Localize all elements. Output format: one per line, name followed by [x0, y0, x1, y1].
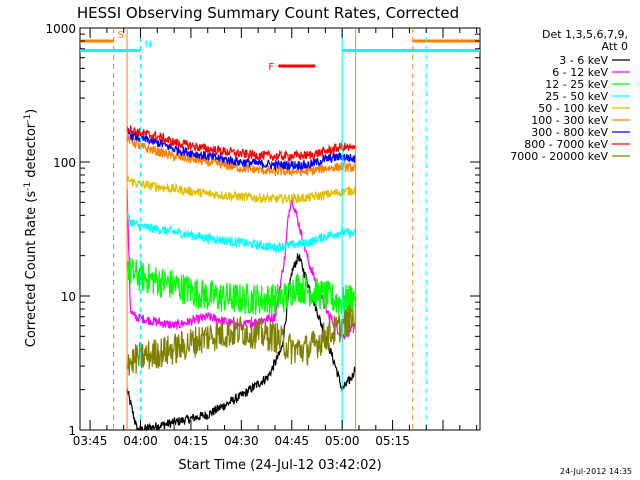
- y-tick-label: 10: [61, 290, 76, 304]
- legend-entry-label: 50 - 100 keV: [538, 102, 608, 115]
- annotation-label: S: [118, 30, 124, 41]
- x-tick-label: 03:45: [73, 434, 108, 448]
- x-tick-label: 04:00: [123, 434, 158, 448]
- plot-area: S N F: [79, 27, 481, 432]
- legend-entry-label: 800 - 7000 keV: [524, 138, 608, 151]
- legend-entry-label: 6 - 12 keV: [552, 66, 608, 79]
- legend-title-2: Att 0: [602, 40, 628, 53]
- y-axis: 1 10 100 1000: [45, 22, 480, 438]
- legend-entry-label: 7000 - 20000 keV: [510, 150, 608, 163]
- x-tick-label: 04:30: [224, 434, 259, 448]
- series-line-1: [126, 189, 357, 340]
- legend-entry-label: 25 - 50 keV: [545, 90, 608, 103]
- x-tick-label: 05:15: [375, 434, 410, 448]
- legend-entry-label: 3 - 6 keV: [559, 54, 608, 67]
- y-tick-label: 1000: [45, 22, 76, 36]
- series-line-2: [126, 257, 357, 315]
- x-axis-label: Start Time (24-Jul-12 03:42:02): [178, 458, 381, 473]
- chart-title: HESSI Observing Summary Count Rates, Cor…: [77, 4, 459, 22]
- series-line-8: [126, 301, 357, 376]
- annotation-label: F: [268, 62, 274, 73]
- footer-date: 24-Jul-2012 14:35: [560, 467, 632, 476]
- series-line-6: [126, 126, 357, 172]
- y-tick-label: 100: [53, 156, 76, 170]
- series-line-7: [126, 125, 357, 163]
- x-tick-label: 04:45: [274, 434, 309, 448]
- x-tick-label: 04:15: [174, 434, 209, 448]
- y-axis-label: Corrected Count Rate (s-1 detector-1): [23, 109, 39, 347]
- legend-title-1: Det 1,3,5,6,7,9,: [542, 28, 628, 41]
- legend-entry-label: 300 - 800 keV: [531, 126, 608, 139]
- x-tick-label: 05:00: [325, 434, 360, 448]
- annotation-label: N: [145, 39, 152, 50]
- x-axis: 03:45 04:00 04:15 04:30 04:45 05:00 05:15: [73, 28, 478, 448]
- plot-frame: [79, 27, 481, 431]
- legend-entry-label: 12 - 25 keV: [545, 78, 608, 91]
- series-line-0: [126, 253, 356, 432]
- series-line-5: [126, 134, 356, 177]
- series-line-3: [126, 210, 357, 255]
- series-line-4: [126, 176, 357, 205]
- legend-entry-label: 100 - 300 keV: [531, 114, 608, 127]
- y-tick-label: 1: [68, 424, 76, 438]
